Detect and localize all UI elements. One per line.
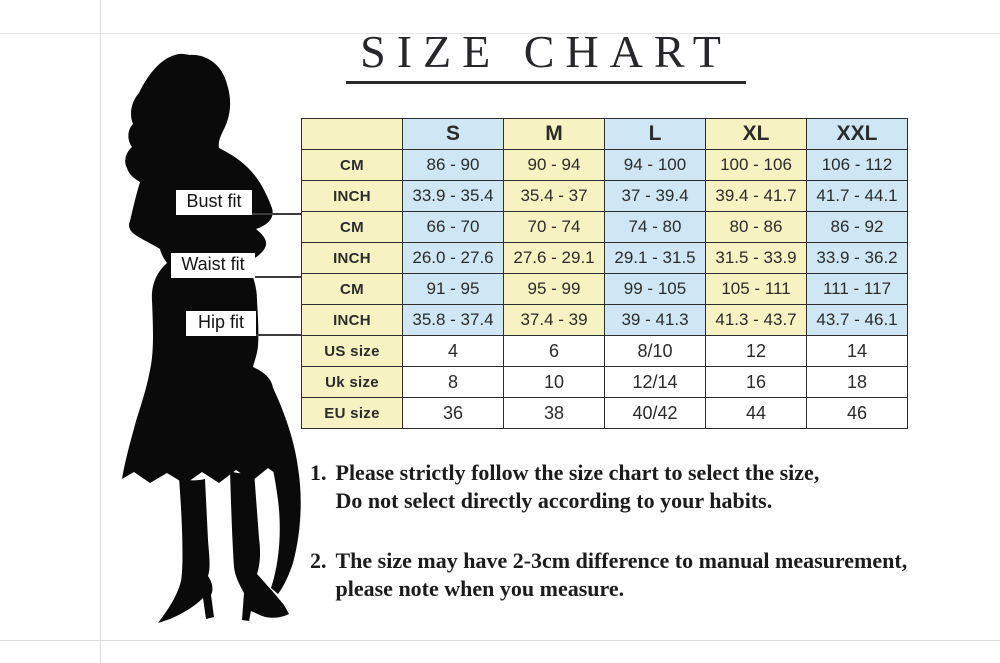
note-text: Please strictly follow the size chart to… <box>336 459 820 515</box>
column-header: XXL <box>806 118 908 150</box>
row-label: Uk size <box>301 366 403 398</box>
table-cell: 39 - 41.3 <box>604 304 706 336</box>
table-cell: 12 <box>705 335 807 367</box>
bust-leader-line <box>252 213 302 215</box>
table-cell: 70 - 74 <box>503 211 605 243</box>
table-cell: 38 <box>503 397 605 429</box>
table-cell: 90 - 94 <box>503 149 605 181</box>
table-cell: 6 <box>503 335 605 367</box>
table-row: INCH 26.0 - 27.6 27.6 - 29.1 29.1 - 31.5 31.… <box>301 242 908 274</box>
table-row: CM 66 - 70 70 - 74 74 - 80 80 - 86 86 - 92 <box>301 211 908 243</box>
column-header: L <box>604 118 706 150</box>
silhouette-drape <box>263 388 301 594</box>
table-cell: 36 <box>402 397 504 429</box>
table-cell: 44 <box>705 397 807 429</box>
page-bottom-divider <box>0 640 1000 641</box>
table-cell: 26.0 - 27.6 <box>402 242 504 274</box>
note-line: Please strictly follow the size chart to… <box>335 460 820 485</box>
row-label: US size <box>301 335 403 367</box>
note-text: The size may have 2-3cm difference to ma… <box>336 547 908 603</box>
table-cell: 10 <box>503 366 605 398</box>
table-cell: 41.7 - 44.1 <box>806 180 908 212</box>
table-cell: 46 <box>806 397 908 429</box>
table-cell: 35.8 - 37.4 <box>402 304 504 336</box>
table-cell: 80 - 86 <box>705 211 807 243</box>
column-header: M <box>503 118 605 150</box>
size-table-body: S M L XL XXL CM 86 - 90 90 - 94 94 - 100 100 - 10… <box>301 118 908 429</box>
column-header: S <box>402 118 504 150</box>
table-row: INCH 35.8 - 37.4 37.4 - 39 39 - 41.3 41.3 - … <box>301 304 908 336</box>
table-cell: 8/10 <box>604 335 706 367</box>
table-row: Uk size 8 10 12/14 16 18 <box>301 366 908 398</box>
table-cell: 91 - 95 <box>402 273 504 305</box>
table-cell: 111 - 117 <box>806 273 908 305</box>
table-cell: 39.4 - 41.7 <box>705 180 807 212</box>
table-cell: 74 - 80 <box>604 211 706 243</box>
header-row: S M L XL XXL <box>301 118 908 150</box>
note-number: 1. <box>310 460 327 485</box>
table-cell: 29.1 - 31.5 <box>604 242 706 274</box>
table-row: US size 4 6 8/10 12 14 <box>301 335 908 367</box>
table-row: CM 86 - 90 90 - 94 94 - 100 100 - 106 106 - 1… <box>301 149 908 181</box>
table-cell: 4 <box>402 335 504 367</box>
table-cell: 86 - 90 <box>402 149 504 181</box>
note-item-1: 1. Please strictly follow the size chart… <box>310 459 992 515</box>
table-cell: 31.5 - 33.9 <box>705 242 807 274</box>
row-label: CM <box>301 149 403 181</box>
note-number: 2. <box>310 548 327 573</box>
table-cell: 18 <box>806 366 908 398</box>
table-cell: 8 <box>402 366 504 398</box>
table-cell: 43.7 - 46.1 <box>806 304 908 336</box>
notes: 1. Please strictly follow the size chart… <box>310 459 992 635</box>
table-row: CM 91 - 95 95 - 99 99 - 105 105 - 111 111 - 1… <box>301 273 908 305</box>
table-cell: 40/42 <box>604 397 706 429</box>
table-cell: 33.9 - 35.4 <box>402 180 504 212</box>
table-cell: 33.9 - 36.2 <box>806 242 908 274</box>
size-table: S M L XL XXL CM 86 - 90 90 - 94 94 - 100 100 - 10… <box>301 118 908 429</box>
row-label: CM <box>301 273 403 305</box>
table-cell: 14 <box>806 335 908 367</box>
table-row: EU size 36 38 40/42 44 46 <box>301 397 908 429</box>
corner-cell <box>301 118 403 150</box>
waist-leader-line <box>255 276 302 278</box>
page-left-divider <box>100 0 101 663</box>
table-cell: 66 - 70 <box>402 211 504 243</box>
row-label: INCH <box>301 180 403 212</box>
table-cell: 86 - 92 <box>806 211 908 243</box>
note-line: please note when you measure. <box>335 576 625 601</box>
table-cell: 99 - 105 <box>604 273 706 305</box>
table-cell: 37.4 - 39 <box>503 304 605 336</box>
table-cell: 94 - 100 <box>604 149 706 181</box>
silhouette-right-leg <box>230 471 289 621</box>
row-label: INCH <box>301 304 403 336</box>
table-row: INCH 33.9 - 35.4 35.4 - 37 37 - 39.4 39.4 - … <box>301 180 908 212</box>
hip-fit-label: Hip fit <box>186 311 256 336</box>
table-cell: 12/14 <box>604 366 706 398</box>
page-top-divider <box>0 33 1000 34</box>
page-title: SIZE CHART <box>346 28 746 84</box>
woman-silhouette <box>122 53 301 623</box>
note-line: The size may have 2-3cm difference to ma… <box>335 548 908 573</box>
waist-fit-label: Waist fit <box>171 253 255 278</box>
table-cell: 41.3 - 43.7 <box>705 304 807 336</box>
table-cell: 95 - 99 <box>503 273 605 305</box>
row-label: EU size <box>301 397 403 429</box>
table-cell: 37 - 39.4 <box>604 180 706 212</box>
row-label: CM <box>301 211 403 243</box>
table-cell: 105 - 111 <box>705 273 807 305</box>
row-label: INCH <box>301 242 403 274</box>
hip-leader-line <box>256 334 302 336</box>
note-item-2: 2. The size may have 2-3cm difference to… <box>310 547 992 603</box>
table-cell: 100 - 106 <box>705 149 807 181</box>
column-header: XL <box>705 118 807 150</box>
silhouette-left-leg <box>158 478 214 623</box>
table-cell: 35.4 - 37 <box>503 180 605 212</box>
bust-fit-label: Bust fit <box>176 190 252 215</box>
table-cell: 27.6 - 29.1 <box>503 242 605 274</box>
table-cell: 106 - 112 <box>806 149 908 181</box>
note-line: Do not select directly according to your… <box>335 488 773 513</box>
table-cell: 16 <box>705 366 807 398</box>
